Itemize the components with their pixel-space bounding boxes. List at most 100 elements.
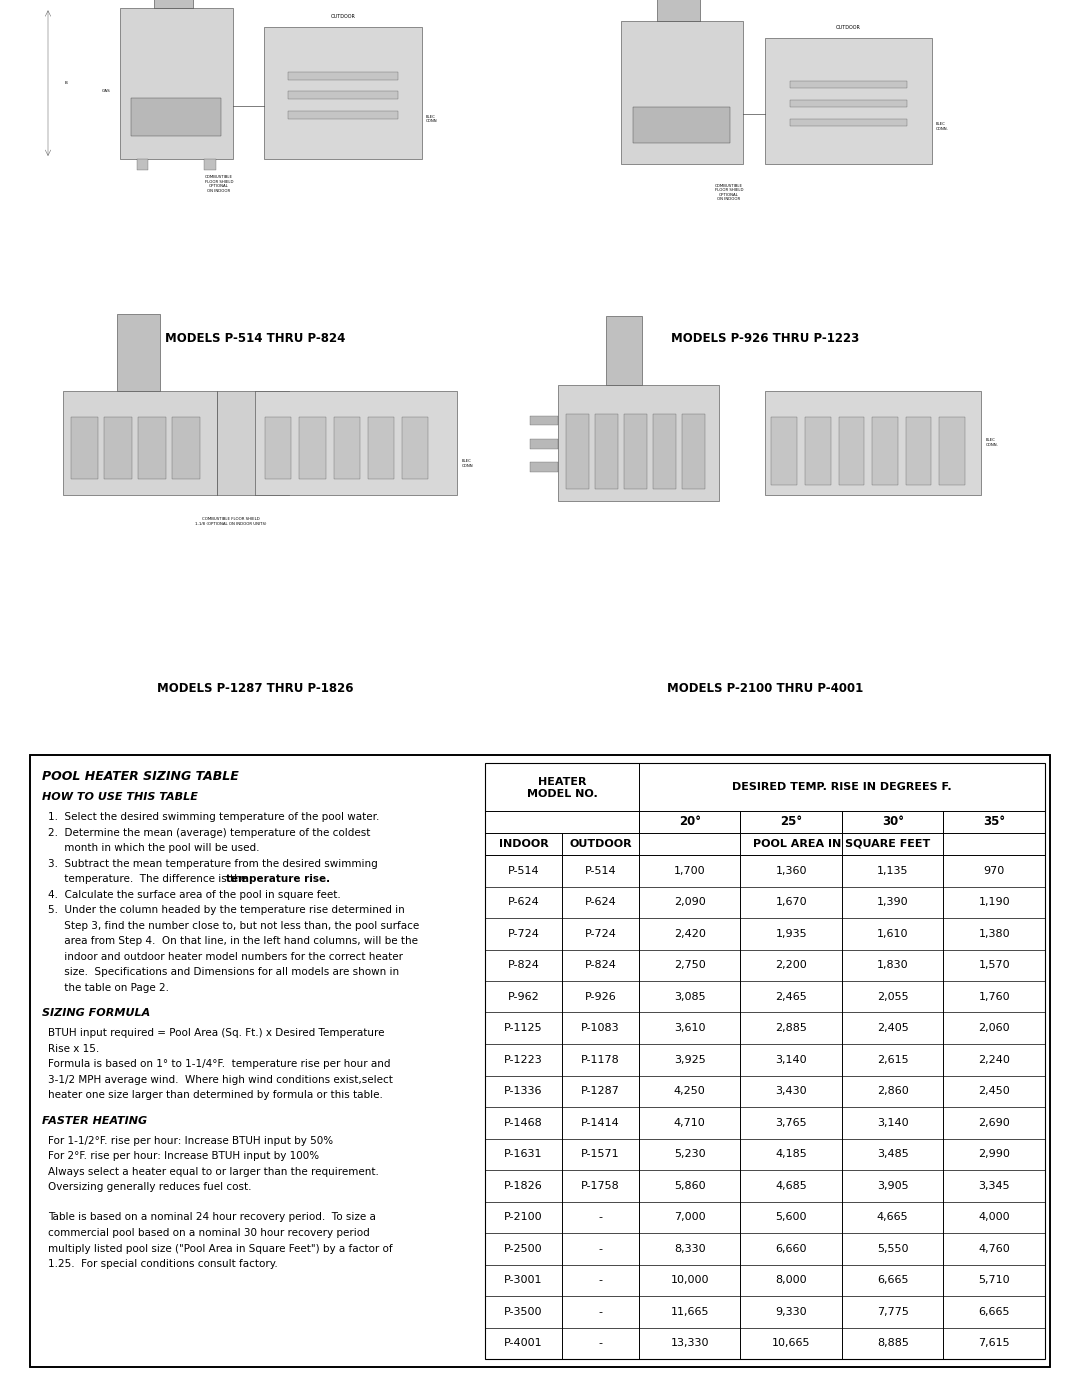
Text: 11,665: 11,665 <box>671 1306 708 1317</box>
Bar <box>217 391 288 495</box>
Bar <box>30 754 1050 1368</box>
Text: 8,330: 8,330 <box>674 1243 705 1253</box>
Text: 1,700: 1,700 <box>674 866 705 876</box>
Text: 7,000: 7,000 <box>674 1213 705 1222</box>
Bar <box>153 0 193 7</box>
Text: P-2100: P-2100 <box>504 1213 543 1222</box>
Text: 4.  Calculate the surface area of the pool in square feet.: 4. Calculate the surface area of the poo… <box>48 890 341 900</box>
Text: 2,240: 2,240 <box>978 1055 1010 1065</box>
Text: 6,665: 6,665 <box>877 1275 908 1285</box>
Bar <box>120 7 232 159</box>
Text: GAS: GAS <box>103 88 111 92</box>
Text: 1,570: 1,570 <box>978 960 1010 971</box>
Bar <box>105 416 132 479</box>
Bar <box>402 416 429 479</box>
Text: 3,345: 3,345 <box>978 1180 1010 1190</box>
Text: 2,200: 2,200 <box>775 960 807 971</box>
Bar <box>566 414 589 489</box>
Text: P-1758: P-1758 <box>581 1180 620 1190</box>
Text: Formula is based on 1° to 1-1/4°F.  temperature rise per hour and: Formula is based on 1° to 1-1/4°F. tempe… <box>48 1059 391 1069</box>
Text: 3,140: 3,140 <box>877 1118 908 1127</box>
Text: ELEC
CONN.: ELEC CONN. <box>986 439 999 447</box>
Text: 1.25.  For special conditions consult factory.: 1.25. For special conditions consult fac… <box>48 1259 278 1268</box>
Text: 7,775: 7,775 <box>877 1306 908 1317</box>
Text: 30°: 30° <box>881 816 904 828</box>
Text: area from Step 4.  On that line, in the left hand columns, will be the: area from Step 4. On that line, in the l… <box>48 936 418 946</box>
Text: 1,135: 1,135 <box>877 866 908 876</box>
Text: 1,760: 1,760 <box>978 992 1010 1002</box>
Text: P-514: P-514 <box>508 866 539 876</box>
Text: 10,665: 10,665 <box>772 1338 810 1348</box>
Text: 6,660: 6,660 <box>775 1243 807 1253</box>
Bar <box>872 416 897 485</box>
Text: 1,360: 1,360 <box>775 866 807 876</box>
Text: 1,830: 1,830 <box>877 960 908 971</box>
Bar <box>117 313 160 391</box>
Text: 5,860: 5,860 <box>674 1180 705 1190</box>
Text: For 2°F. rise per hour: Increase BTUH input by 100%: For 2°F. rise per hour: Increase BTUH in… <box>48 1151 319 1161</box>
Bar <box>137 159 148 170</box>
Text: 2,450: 2,450 <box>978 1087 1010 1097</box>
Bar <box>530 416 558 426</box>
Text: 3.  Subtract the mean temperature from the desired swimming: 3. Subtract the mean temperature from th… <box>48 859 378 869</box>
Text: MODELS P-926 THRU P-1223: MODELS P-926 THRU P-1223 <box>671 332 859 345</box>
Text: 1,380: 1,380 <box>978 929 1010 939</box>
Text: 3,430: 3,430 <box>775 1087 807 1097</box>
Text: 6,665: 6,665 <box>978 1306 1010 1317</box>
Text: 2,055: 2,055 <box>877 992 908 1002</box>
Text: 2,060: 2,060 <box>978 1023 1010 1034</box>
Text: Table is based on a nominal 24 hour recovery period.  To size a: Table is based on a nominal 24 hour reco… <box>48 1213 376 1222</box>
Text: P-926: P-926 <box>584 992 617 1002</box>
Bar <box>789 81 906 88</box>
Bar <box>558 386 719 500</box>
Bar <box>204 159 216 170</box>
Text: P-1826: P-1826 <box>504 1180 543 1190</box>
Text: MODELS P-1287 THRU P-1826: MODELS P-1287 THRU P-1826 <box>157 682 353 694</box>
Text: 2,615: 2,615 <box>877 1055 908 1065</box>
Text: 8,885: 8,885 <box>877 1338 908 1348</box>
Text: P-724: P-724 <box>508 929 539 939</box>
Text: 2,090: 2,090 <box>674 897 705 907</box>
Bar <box>132 98 221 136</box>
Bar <box>530 439 558 448</box>
Bar <box>30 754 1050 1368</box>
Text: 1,670: 1,670 <box>775 897 807 907</box>
Text: 2,860: 2,860 <box>877 1087 908 1097</box>
Text: multiply listed pool size ("Pool Area in Square Feet") by a factor of: multiply listed pool size ("Pool Area in… <box>48 1243 393 1253</box>
Text: the table on Page 2.: the table on Page 2. <box>48 982 168 992</box>
Text: 2,690: 2,690 <box>978 1118 1010 1127</box>
Text: For 1-1/2°F. rise per hour: Increase BTUH input by 50%: For 1-1/2°F. rise per hour: Increase BTU… <box>48 1136 333 1146</box>
Bar <box>287 112 397 119</box>
Text: size.  Specifications and Dimensions for all models are shown in: size. Specifications and Dimensions for … <box>48 967 400 977</box>
Text: ELEC
CONN: ELEC CONN <box>461 460 473 468</box>
Text: temperature.  The difference is the: temperature. The difference is the <box>48 875 251 884</box>
Text: ELEC
CONN: ELEC CONN <box>426 115 437 123</box>
Text: OUTDOOR: OUTDOOR <box>330 14 355 18</box>
Bar <box>939 416 966 485</box>
Text: P-1178: P-1178 <box>581 1055 620 1065</box>
Text: P-724: P-724 <box>584 929 617 939</box>
Text: 13,330: 13,330 <box>671 1338 708 1348</box>
Text: MODEL NO.: MODEL NO. <box>527 789 597 799</box>
Text: -: - <box>598 1306 603 1317</box>
Text: 2,420: 2,420 <box>674 929 705 939</box>
Text: COMBUSTIBLE
FLOOR SHIELD
OPTIONAL
ON INDOOR: COMBUSTIBLE FLOOR SHIELD OPTIONAL ON IND… <box>715 183 743 201</box>
Text: 3,485: 3,485 <box>877 1150 908 1160</box>
Text: 3,905: 3,905 <box>877 1180 908 1190</box>
Text: COMBUSTIBLE FLOOR SHIELD
1-1/8 (OPTIONAL ON INDOOR UNITS): COMBUSTIBLE FLOOR SHIELD 1-1/8 (OPTIONAL… <box>195 517 267 525</box>
Text: COMBUSTIBLE
FLOOR SHIELD
OPTIONAL
ON INDOOR: COMBUSTIBLE FLOOR SHIELD OPTIONAL ON IND… <box>205 175 233 193</box>
Bar <box>624 414 647 489</box>
Text: -: - <box>598 1243 603 1253</box>
Bar <box>621 21 743 165</box>
Text: 20°: 20° <box>678 816 701 828</box>
Text: HOW TO USE THIS TABLE: HOW TO USE THIS TABLE <box>42 792 198 802</box>
Text: P-1287: P-1287 <box>581 1087 620 1097</box>
Bar <box>63 391 217 495</box>
Text: 35°: 35° <box>983 816 1005 828</box>
Text: P-962: P-962 <box>508 992 539 1002</box>
Bar <box>789 99 906 108</box>
Text: Oversizing generally reduces fuel cost.: Oversizing generally reduces fuel cost. <box>48 1182 252 1192</box>
Bar <box>838 416 864 485</box>
Text: P-1125: P-1125 <box>504 1023 543 1034</box>
Bar <box>633 108 730 142</box>
